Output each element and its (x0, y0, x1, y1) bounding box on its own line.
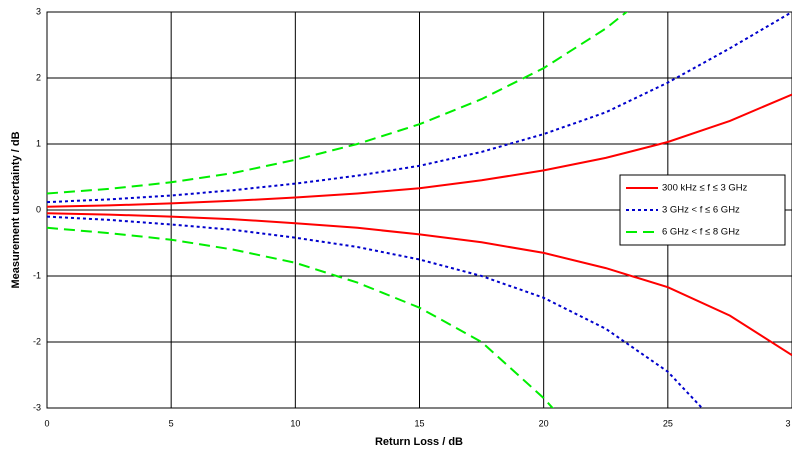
y-tick-label: -3 (33, 402, 41, 412)
x-tick-label: 3 (785, 418, 790, 428)
series-line (47, 215, 704, 408)
x-tick-label: 15 (414, 418, 424, 428)
lines (47, 12, 792, 408)
x-tick-label: 5 (169, 418, 174, 428)
series-line (47, 12, 629, 195)
x-tick-label: 10 (290, 418, 300, 428)
series-line (47, 12, 792, 204)
y-tick-label: 0 (36, 204, 41, 214)
series-line (47, 93, 792, 208)
y-axis-title: Measurement uncertainty / dB (10, 131, 22, 288)
x-tick-label: 20 (539, 418, 549, 428)
legend-label: 6 GHz < f ≤ 8 GHz (662, 227, 740, 238)
x-tick-label: 25 (663, 418, 673, 428)
legend-label: 300 kHz ≤ f ≤ 3 GHz (662, 183, 748, 194)
legend-label: 3 GHz < f ≤ 6 GHz (662, 205, 740, 216)
y-tick-label: 1 (36, 138, 41, 148)
legend-box (619, 174, 786, 246)
y-tick-label: 2 (36, 72, 41, 82)
y-tick-label: -1 (33, 270, 41, 280)
series-line (47, 226, 554, 408)
series-line (47, 212, 792, 357)
x-tick-label: 0 (44, 418, 49, 428)
y-tick-label: 3 (36, 6, 41, 16)
x-axis-title: Return Loss / dB (375, 436, 463, 448)
y-tick-label: -2 (33, 336, 41, 346)
